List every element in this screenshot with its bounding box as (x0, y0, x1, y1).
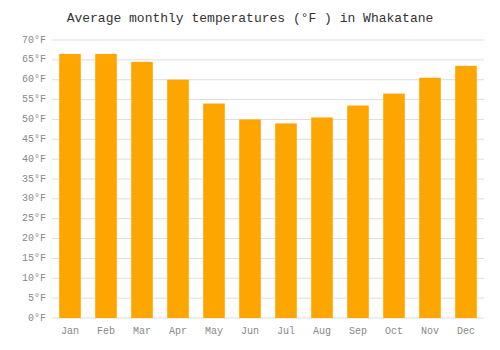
y-tick-label: 60°F (22, 74, 46, 85)
bar (167, 80, 189, 318)
y-tick-label: 50°F (22, 114, 46, 125)
y-tick-label: 0°F (28, 313, 46, 324)
y-tick-label: 45°F (22, 134, 46, 145)
y-tick-label: 30°F (22, 193, 46, 204)
y-axis: 0°F 5°F 10°F 15°F 20°F 25°F 30°F 35°F 40°F 45°F 50… (22, 35, 46, 324)
x-tick-label: Dec (457, 326, 475, 337)
bar (203, 104, 225, 318)
bar (311, 117, 333, 318)
y-tick-label: 25°F (22, 213, 46, 224)
bar (347, 106, 369, 318)
x-tick-label: Feb (97, 326, 115, 337)
bar (239, 119, 261, 318)
grid (52, 40, 484, 318)
y-tick-label: 55°F (22, 94, 46, 105)
y-tick-label: 70°F (22, 35, 46, 46)
y-tick-label: 65°F (22, 54, 46, 65)
x-tick-label: Jan (61, 326, 79, 337)
x-tick-label: Aug (313, 326, 331, 337)
y-tick-label: 5°F (28, 293, 46, 304)
bar (455, 66, 477, 318)
x-tick-label: Jul (277, 326, 295, 337)
x-axis: Jan Feb Mar Apr May Jun Jul Aug Sep Oct Nov Dec (61, 326, 475, 337)
x-tick-label: Jun (241, 326, 259, 337)
x-tick-label: Mar (133, 326, 151, 337)
chart: 0°F 5°F 10°F 15°F 20°F 25°F 30°F 35°F 40°F 45°F 50… (0, 0, 500, 350)
y-tick-label: 20°F (22, 233, 46, 244)
bar (95, 54, 117, 318)
chart-container: 0°F 5°F 10°F 15°F 20°F 25°F 30°F 35°F 40°F 45°F 50… (0, 0, 500, 350)
bars (59, 54, 477, 318)
x-tick-label: May (205, 326, 223, 337)
y-tick-label: 15°F (22, 253, 46, 264)
grid-line (52, 40, 484, 41)
grid-line (52, 59, 484, 60)
y-tick-label: 10°F (22, 273, 46, 284)
bar (275, 123, 297, 318)
x-tick-label: Oct (385, 326, 403, 337)
bar (419, 78, 441, 318)
bar (383, 94, 405, 318)
bar (131, 62, 153, 318)
x-tick-label: Nov (421, 326, 439, 337)
x-tick-label: Apr (169, 326, 187, 337)
title: Average monthly temperatures (°F ) in Wh… (67, 11, 434, 26)
bar (59, 54, 81, 318)
y-tick-label: 40°F (22, 154, 46, 165)
y-tick-label: 35°F (22, 174, 46, 185)
x-tick-label: Sep (349, 326, 367, 337)
